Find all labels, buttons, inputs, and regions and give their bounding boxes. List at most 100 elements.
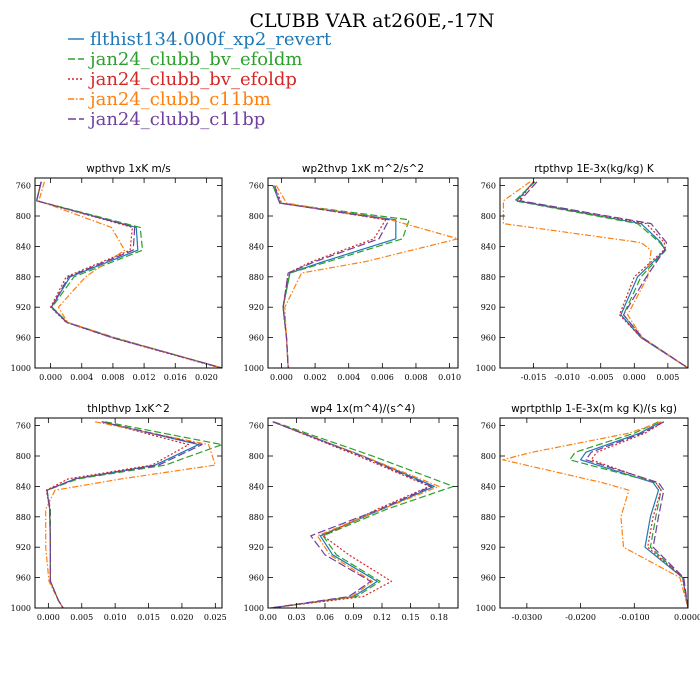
series-line — [270, 421, 431, 608]
x-tick-label: -0.005 — [588, 373, 614, 382]
x-tick-label: 0.010 — [438, 373, 461, 382]
y-tick-label: 840 — [16, 482, 31, 491]
plot-frame — [34, 177, 223, 369]
series-line — [585, 421, 688, 608]
series-group — [270, 421, 454, 608]
y-tick-label: 880 — [249, 273, 264, 282]
series-line — [579, 421, 688, 608]
series-line — [270, 421, 454, 608]
y-tick-label: 1000 — [476, 364, 496, 373]
y-tick-label: 920 — [16, 303, 31, 312]
figure-title: CLUBB VAR at260E,-17N — [250, 10, 495, 32]
y-tick-label: 960 — [249, 334, 264, 343]
x-tick-label: 0.006 — [371, 373, 394, 382]
legend-item: jan24_clubb_c11bp — [68, 109, 265, 130]
x-tick-label: 0.016 — [164, 373, 187, 382]
series-line — [274, 185, 390, 368]
x-tick-label: -0.0100 — [619, 613, 650, 622]
y-tick-label: 840 — [481, 242, 496, 251]
legend: flthist134.000f_xp2_revertjan24_clubb_bv… — [68, 29, 332, 130]
plot-frame — [499, 177, 689, 369]
series-line — [274, 185, 387, 368]
series-line — [569, 421, 688, 608]
series-line — [270, 421, 440, 608]
legend-item: flthist134.000f_xp2_revert — [68, 29, 332, 50]
y-tick-label: 1000 — [11, 604, 31, 613]
y-tick-label: 760 — [16, 182, 31, 191]
y-tick-label: 1000 — [476, 604, 496, 613]
y-tick-label: 840 — [249, 242, 264, 251]
y-tick-label: 880 — [16, 273, 31, 282]
x-tick-label: -0.010 — [554, 373, 580, 382]
plot-frame — [499, 417, 689, 609]
y-tick-label: 800 — [16, 452, 31, 461]
series-line — [502, 421, 688, 608]
legend-item: jan24_clubb_bv_efoldp — [68, 69, 297, 90]
x-tick-label: -0.015 — [521, 373, 547, 382]
series-line — [270, 421, 435, 608]
series-line — [270, 421, 432, 608]
y-tick-label: 760 — [16, 422, 31, 431]
y-tick-label: 1000 — [244, 604, 264, 613]
series-line — [275, 185, 458, 368]
legend-label: jan24_clubb_c11bm — [88, 89, 271, 110]
plot-frame — [267, 177, 459, 369]
x-tick-label: 0.020 — [195, 373, 218, 382]
legend-label: jan24_clubb_bv_efoldp — [88, 69, 297, 90]
x-tick-label: 0.020 — [170, 613, 193, 622]
y-tick-label: 1000 — [11, 364, 31, 373]
y-tick-label: 880 — [481, 513, 496, 522]
x-tick-label: 0.005 — [656, 373, 679, 382]
legend-item: jan24_clubb_c11bm — [68, 89, 271, 110]
x-tick-label: 0.008 — [101, 373, 124, 382]
legend-label: jan24_clubb_c11bp — [88, 109, 265, 130]
legend-label: jan24_clubb_bv_efoldm — [88, 49, 302, 70]
series-group — [272, 185, 458, 368]
panel-title: wpthvp 1xK m/s — [86, 163, 171, 175]
y-tick-label: 880 — [481, 273, 496, 282]
y-tick-label: 840 — [249, 482, 264, 491]
y-tick-label: 960 — [16, 334, 31, 343]
x-tick-label: 0.00 — [259, 613, 277, 622]
series-line — [272, 185, 397, 368]
x-tick-label: 0.000 — [39, 373, 62, 382]
x-tick-label: 0.015 — [137, 613, 160, 622]
series-line — [590, 421, 688, 608]
x-tick-label: 0.18 — [430, 613, 448, 622]
series-line — [46, 421, 200, 608]
series-group — [45, 421, 222, 608]
y-tick-label: 800 — [481, 452, 496, 461]
y-tick-label: 1000 — [244, 364, 264, 373]
panel-3: rtpthvp 1E-3x(kg/kg) K 760 800 840 880 920 960… — [476, 163, 689, 382]
y-tick-label: 800 — [481, 212, 496, 221]
y-tick-label: 840 — [16, 242, 31, 251]
panel-title: wprtpthlp 1-E-3x(m kg K)/(s kg) — [511, 403, 677, 415]
series-line — [46, 421, 203, 608]
x-tick-label: 0.010 — [104, 613, 127, 622]
series-line — [46, 421, 222, 608]
plot-frame — [34, 417, 223, 609]
y-tick-label: 760 — [481, 422, 496, 431]
x-tick-label: -0.0200 — [565, 613, 596, 622]
panel-1: wpthvp 1xK m/s 760 800 840 880 920 960 1000 0.00… — [11, 163, 223, 382]
panel-title: wp2thvp 1xK m^2/s^2 — [302, 163, 424, 175]
panel-2: wp2thvp 1xK m^2/s^2 760 800 840 880 920 960 100… — [244, 163, 461, 382]
series-line — [502, 181, 688, 368]
y-tick-label: 800 — [16, 212, 31, 221]
panel-4: thlpthvp 1xK^2 760 800 840 880 920 960 1000 0.00… — [11, 403, 227, 622]
y-tick-label: 760 — [249, 182, 264, 191]
series-line — [45, 421, 216, 608]
series-line — [38, 181, 222, 368]
x-tick-label: 0.000 — [623, 373, 646, 382]
x-tick-label: 0.000 — [37, 613, 60, 622]
x-tick-label: 0.002 — [304, 373, 327, 382]
legend-label: flthist134.000f_xp2_revert — [90, 29, 332, 50]
series-line — [518, 181, 688, 368]
y-tick-label: 920 — [481, 543, 496, 552]
panel-5: wp4 1x(m^4)/(s^4)76080084088092096010000… — [244, 403, 459, 622]
x-tick-label: 0.06 — [316, 613, 334, 622]
series-line — [516, 181, 688, 368]
x-tick-label: 0.004 — [337, 373, 360, 382]
series-line — [514, 181, 688, 368]
x-tick-label: 0.005 — [70, 613, 93, 622]
